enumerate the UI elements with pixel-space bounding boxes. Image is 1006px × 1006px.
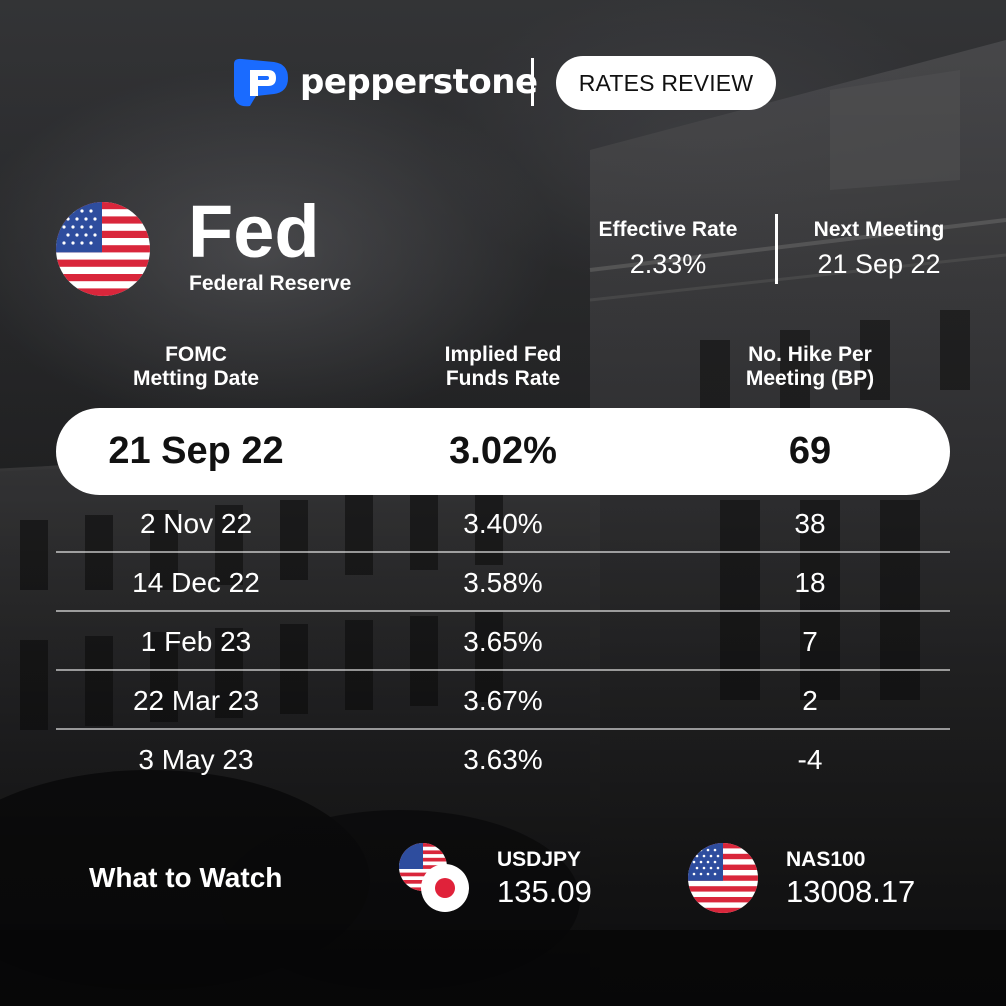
table-row: 2 Nov 22 3.40% 38 <box>56 494 950 553</box>
row-hike: 2 <box>802 684 818 716</box>
table-row: 14 Dec 22 3.58% 18 <box>56 553 950 612</box>
effective-rate-stat: Effective Rate 2.33% <box>580 216 756 282</box>
row-date: 22 Mar 23 <box>132 684 260 716</box>
header-line: No. Hike Per <box>748 343 872 366</box>
header-line: Meeting (BP) <box>745 367 875 390</box>
table-row: 1 Feb 23 3.65% 7 <box>56 612 950 671</box>
next-meeting-label: Next Meeting <box>813 218 945 241</box>
row-date: 3 May 23 <box>138 743 254 775</box>
column-header-rate: Implied Fed Funds Rate <box>403 343 603 391</box>
column-header-date: FOMC Metting Date <box>96 343 296 391</box>
header-line: Implied Fed <box>444 343 562 366</box>
us-flag-icon <box>688 843 758 913</box>
header-line: Funds Rate <box>445 367 561 390</box>
watch-item-value: 13008.17 <box>786 874 916 909</box>
row-rate: 3.63% <box>463 743 543 775</box>
highlight-date: 21 Sep 22 <box>108 430 284 472</box>
row-rate: 3.67% <box>463 684 543 716</box>
row-hike: 7 <box>802 625 818 657</box>
row-rate: 3.65% <box>463 625 543 657</box>
row-hike: -4 <box>797 743 823 775</box>
header-divider <box>531 58 534 106</box>
highlighted-row <box>56 408 950 495</box>
effective-rate-value: 2.33% <box>629 249 707 279</box>
watch-item-value: 135.09 <box>497 874 592 909</box>
next-meeting-value: 21 Sep 22 <box>817 249 941 279</box>
bank-full-name: Federal Reserve <box>189 272 352 295</box>
effective-rate-label: Effective Rate <box>598 218 738 241</box>
column-header-hike: No. Hike Per Meeting (BP) <box>710 343 910 391</box>
header-line: FOMC <box>165 343 227 366</box>
row-date: 14 Dec 22 <box>132 566 260 598</box>
row-date: 2 Nov 22 <box>139 507 253 539</box>
row-divider <box>56 669 950 671</box>
watch-item-label: NAS100 <box>786 848 866 871</box>
bank-code: Fed <box>188 190 320 273</box>
what-to-watch-title: What to Watch <box>89 862 283 893</box>
header-line: Metting Date <box>133 367 259 390</box>
brand-header: pepperstone <box>230 56 538 108</box>
table-row: 22 Mar 23 3.67% 2 <box>56 671 950 730</box>
next-meeting-stat: Next Meeting 21 Sep 22 <box>796 216 962 282</box>
pepperstone-logo-icon <box>234 58 288 107</box>
row-rate: 3.58% <box>463 566 543 598</box>
row-divider <box>56 551 950 553</box>
brand-name: pepperstone <box>300 62 538 102</box>
highlight-rate: 3.02% <box>449 430 557 472</box>
row-divider <box>56 728 950 730</box>
highlight-hike: 69 <box>788 430 832 472</box>
row-divider <box>56 610 950 612</box>
row-hike: 38 <box>794 507 826 539</box>
watch-item-label: USDJPY <box>497 848 582 871</box>
table-row: 3 May 23 3.63% -4 <box>56 730 950 789</box>
us-flag-icon <box>56 202 150 296</box>
stat-divider <box>775 214 778 284</box>
rates-review-badge: RATES REVIEW <box>556 56 776 110</box>
row-date: 1 Feb 23 <box>140 625 252 657</box>
row-hike: 18 <box>794 566 826 598</box>
row-rate: 3.40% <box>463 507 543 539</box>
japan-flag-icon <box>421 864 469 912</box>
